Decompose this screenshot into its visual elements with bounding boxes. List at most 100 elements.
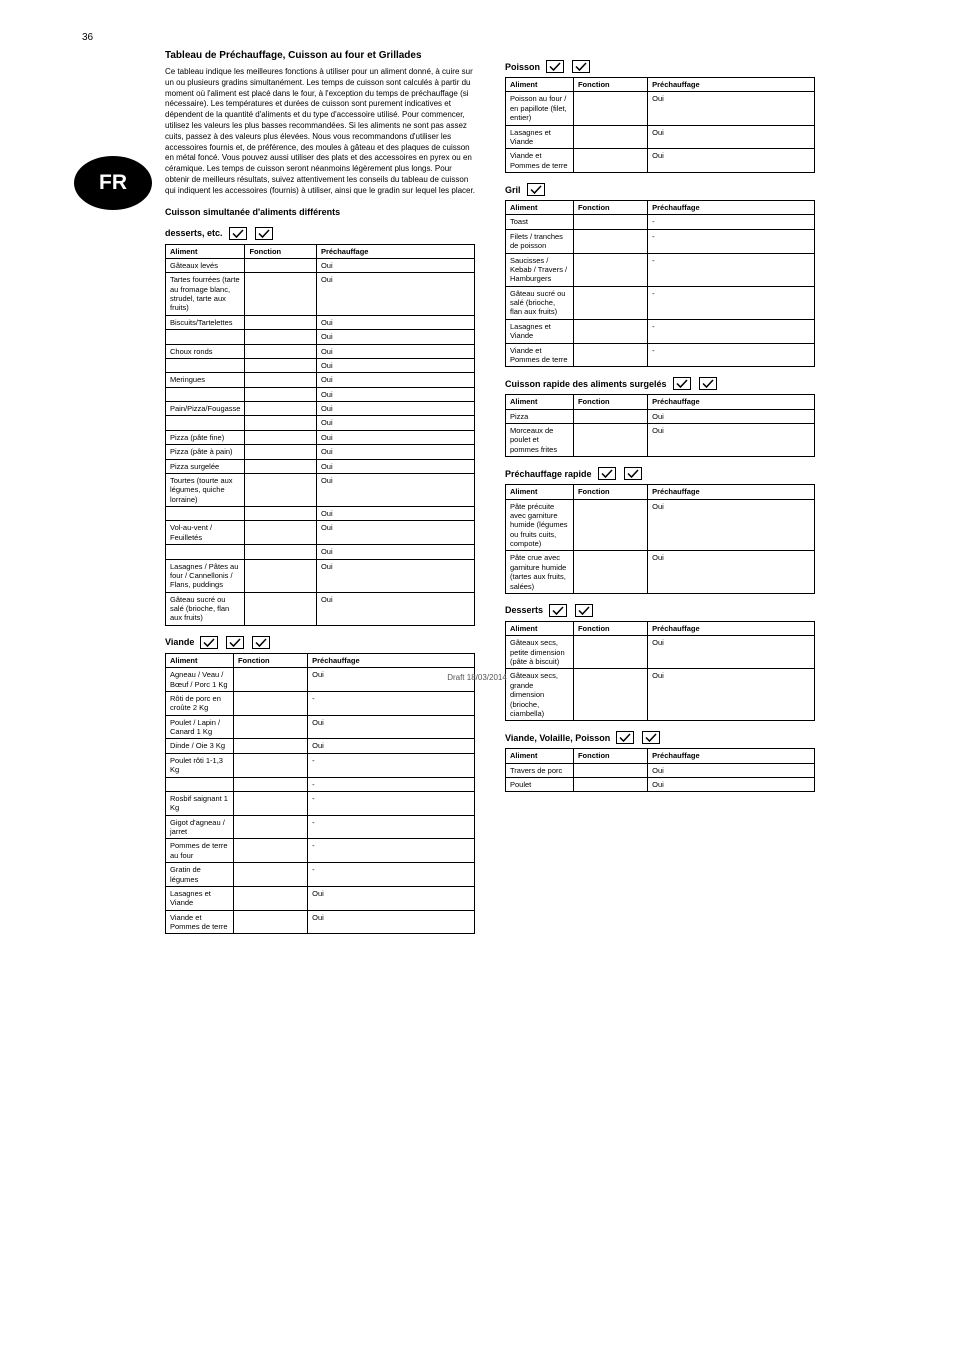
cell-function	[233, 839, 307, 863]
table-row: -	[166, 777, 475, 791]
cell-function	[245, 473, 316, 506]
table-row: Tourtes (tourte aux légumes, quiche lorr…	[166, 473, 475, 506]
cell-preheat: -	[308, 839, 475, 863]
check-icon	[699, 377, 717, 390]
table-row: Tartes fourrées (tarte au fromage blanc,…	[166, 273, 475, 316]
cell-food: Poisson au four / en papillote (filet, e…	[506, 92, 574, 125]
table-header-row: AlimentFonctionPréchauffage	[166, 244, 475, 258]
cooking-table: AlimentFonctionPréchauffageAgneau / Veau…	[165, 653, 475, 935]
col-header-preheat: Préchauffage	[648, 749, 815, 763]
section-title-text: Viande	[165, 637, 194, 647]
cell-food: Gratin de légumes	[166, 863, 234, 887]
table-row: Dinde / Oie 3 KgOui	[166, 739, 475, 753]
table-row: Oui	[166, 416, 475, 430]
table-row: Rosbif saignant 1 Kg -	[166, 791, 475, 815]
cell-function	[245, 344, 316, 358]
section-title-text: Préchauffage rapide	[505, 469, 592, 479]
table-row: Toast-	[506, 215, 815, 229]
intro-heading: Tableau de Préchauffage, Cuisson au four…	[165, 50, 475, 61]
cell-function	[233, 886, 307, 910]
cell-food: Tourtes (tourte aux légumes, quiche lorr…	[166, 473, 245, 506]
section-heading: Préchauffage rapide	[505, 467, 815, 480]
cell-preheat: -	[308, 791, 475, 815]
table-row: Gratin de légumes-	[166, 863, 475, 887]
cell-function	[233, 910, 307, 934]
cell-food: Lasagnes et Viande	[506, 125, 574, 149]
cell-food: Biscuits/Tartelettes	[166, 315, 245, 329]
check-icon	[572, 60, 590, 73]
cell-function	[245, 507, 316, 521]
cell-function	[233, 691, 307, 715]
table-row: Pizza (pâte fine) Oui	[166, 430, 475, 444]
col-header-preheat: Préchauffage	[648, 621, 815, 635]
table-row: Oui	[166, 358, 475, 372]
cell-function	[573, 286, 647, 319]
cell-function	[233, 715, 307, 739]
table-row: Gâteaux secs, petite dimension (pâte à b…	[506, 636, 815, 669]
table-row: Pizza surgeléeOui	[166, 459, 475, 473]
table-row: Meringues Oui	[166, 373, 475, 387]
cell-preheat: Oui	[316, 459, 474, 473]
section-heading: Viande, Volaille, Poisson	[505, 731, 815, 744]
check-icon	[616, 731, 634, 744]
check-icon	[255, 227, 273, 240]
col-header-preheat: Préchauffage	[648, 485, 815, 499]
cell-food: Lasagnes / Pâtes au four / Cannellonis /…	[166, 559, 245, 592]
table-row: Gâteau sucré ou salé (brioche, flan aux …	[166, 592, 475, 625]
cell-function	[573, 763, 647, 777]
cell-preheat: Oui	[648, 551, 815, 594]
cell-preheat: Oui	[316, 373, 474, 387]
cell-preheat: Oui	[316, 416, 474, 430]
col-header-function: Fonction	[573, 395, 647, 409]
cell-preheat: Oui	[648, 499, 815, 551]
col-header-preheat: Préchauffage	[648, 201, 815, 215]
cell-function	[233, 863, 307, 887]
cooking-table: AlimentFonctionPréchauffagePoisson au fo…	[505, 77, 815, 173]
cell-preheat: -	[308, 815, 475, 839]
cell-food: Choux ronds	[166, 344, 245, 358]
cell-food: Pizza (pâte fine)	[166, 430, 245, 444]
cell-function	[245, 315, 316, 329]
table-row: Lasagnes / Pâtes au four / Cannellonis /…	[166, 559, 475, 592]
table-row: Viande et Pommes de terreOui	[506, 149, 815, 173]
cell-function	[573, 499, 647, 551]
cell-food: Meringues	[166, 373, 245, 387]
cooking-table: AlimentFonctionPréchauffageToast-Filets …	[505, 200, 815, 367]
cell-function	[245, 430, 316, 444]
col-header-function: Fonction	[573, 749, 647, 763]
intro-text: Ce tableau indique les meilleures foncti…	[165, 67, 475, 197]
col-header-food: Aliment	[166, 653, 234, 667]
cell-food: Filets / tranches de poisson	[506, 229, 574, 253]
table-header-row: AlimentFonctionPréchauffage	[506, 395, 815, 409]
cell-food: Pain/Pizza/Fougasse	[166, 402, 245, 416]
check-icon	[252, 636, 270, 649]
cell-preheat: Oui	[316, 430, 474, 444]
cell-function	[573, 409, 647, 423]
cell-preheat: Oui	[308, 739, 475, 753]
cell-food: Rosbif saignant 1 Kg	[166, 791, 234, 815]
cell-function	[573, 229, 647, 253]
cell-function	[233, 815, 307, 839]
section-heading: desserts, etc.	[165, 227, 475, 240]
section-heading: Viande	[165, 636, 475, 649]
cell-food: Pommes de terre au four	[166, 839, 234, 863]
table-header-row: AlimentFonctionPréchauffage	[506, 749, 815, 763]
table-row: Poisson au four / en papillote (filet, e…	[506, 92, 815, 125]
check-icon	[527, 183, 545, 196]
content-columns: Tableau de Préchauffage, Cuisson au four…	[0, 0, 954, 940]
cell-function	[245, 258, 316, 272]
cell-function	[573, 343, 647, 367]
col-header-function: Fonction	[573, 621, 647, 635]
cell-preheat: -	[308, 753, 475, 777]
language-badge: FR	[74, 156, 152, 210]
table-row: Poulet rôti 1-1,3 Kg-	[166, 753, 475, 777]
cell-preheat: -	[648, 229, 815, 253]
table-row: Morceaux de poulet et pommes fritesOui	[506, 424, 815, 457]
cell-food: Rôti de porc en croûte 2 Kg	[166, 691, 234, 715]
cell-preheat: Oui	[316, 315, 474, 329]
cell-preheat: Oui	[648, 763, 815, 777]
cell-preheat: -	[308, 777, 475, 791]
check-icon	[624, 467, 642, 480]
col-header-food: Aliment	[166, 244, 245, 258]
cell-preheat: Oui	[316, 545, 474, 559]
